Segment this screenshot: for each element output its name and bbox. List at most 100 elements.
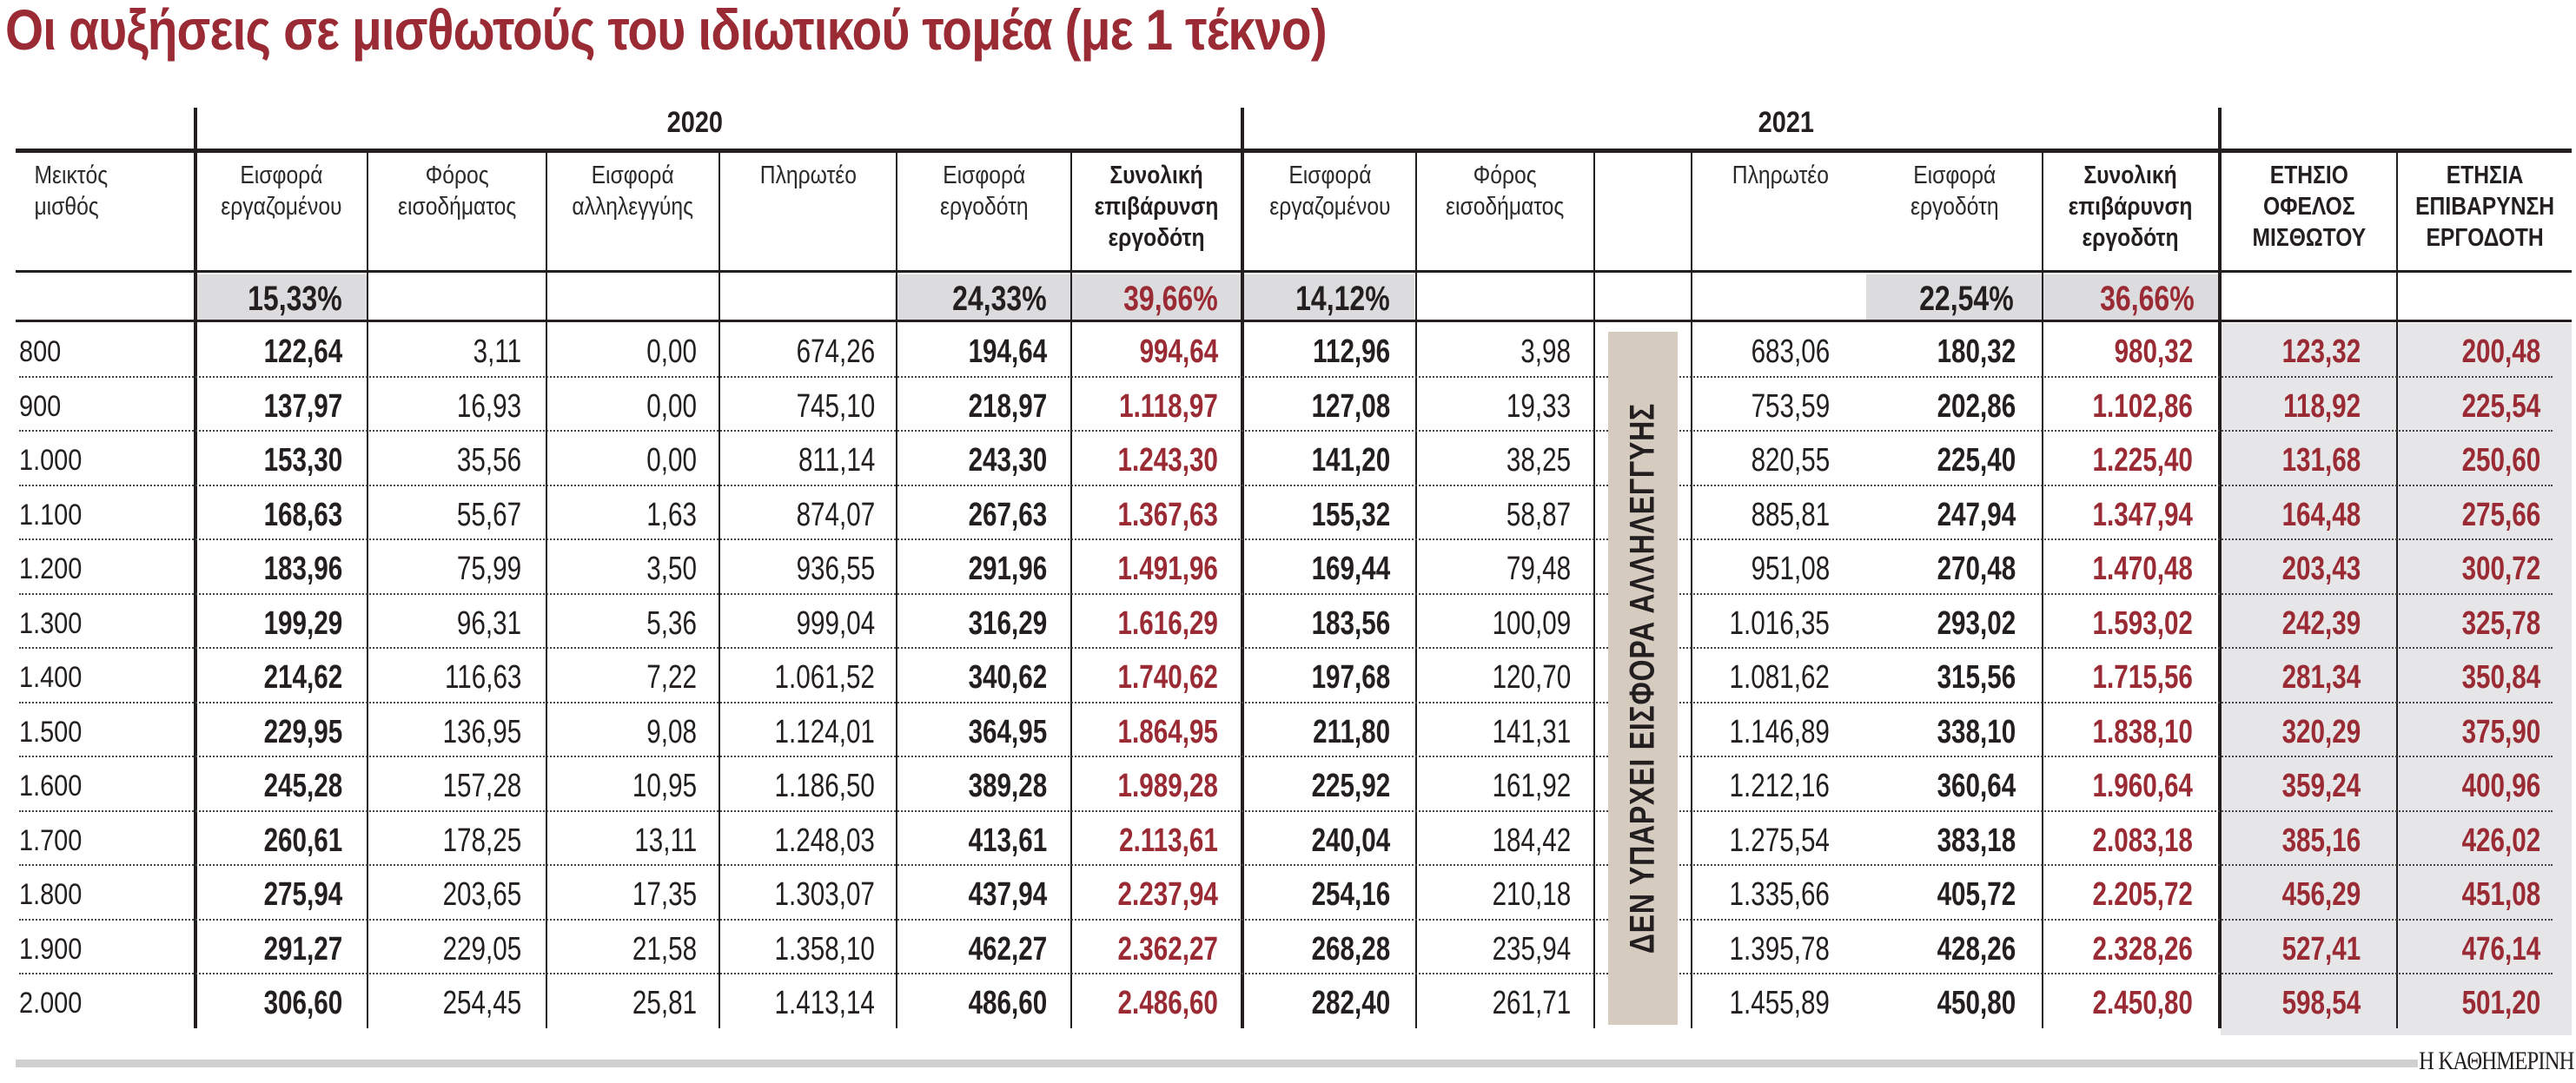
divider-summary [2218, 108, 2222, 1028]
cell-2020-income-tax: 254,45 [442, 985, 521, 1021]
cell-2021-total-cost: 1.470,48 [2092, 551, 2193, 587]
cell-2021-net: 1.081,62 [1729, 659, 1830, 696]
cell-2021-employee-contrib: 169,44 [1311, 551, 1390, 587]
rate-2021-employee: 14,12% [1295, 280, 1390, 318]
cell-2021-employer-contrib: 225,40 [1937, 442, 2016, 479]
cell-2021-total-cost: 1.715,56 [2092, 659, 2193, 696]
row-separator [19, 592, 2553, 595]
cell-annual-cost: 350,84 [2461, 659, 2540, 696]
header-2021-employer-contrib: Εισφορά εργοδότη [1910, 162, 1999, 221]
cell-2020-solidarity: 5,36 [646, 604, 697, 642]
cell-2020-employer-contrib: 267,63 [968, 496, 1047, 533]
cell-2020-employee-contrib: 168,63 [263, 496, 342, 533]
cell-annual-cost: 400,96 [2461, 768, 2540, 804]
divider [1415, 151, 1417, 1028]
cell-2021-net: 951,08 [1751, 551, 1830, 587]
cell-annual-benefit: 281,34 [2281, 659, 2361, 696]
cell-2020-employer-contrib: 340,62 [968, 659, 1047, 696]
cell-2020-total-cost: 1.367,63 [1117, 496, 1218, 533]
rate-2021-employer: 22,54% [1919, 280, 2014, 318]
rate-2020-employer: 24,33% [952, 280, 1047, 318]
cell-2021-employer-contrib: 202,86 [1937, 387, 2016, 425]
cell-2020-employee-contrib: 122,64 [263, 333, 342, 370]
cell-2020-employer-contrib: 194,64 [968, 333, 1047, 370]
cell-2020-solidarity: 9,08 [646, 713, 697, 750]
cell-2020-net: 999,04 [796, 604, 875, 642]
cell-2021-employer-contrib: 293,02 [1937, 604, 2016, 642]
row-separator [19, 918, 2553, 921]
row-separator [19, 430, 2553, 432]
cell-2020-income-tax: 157,28 [442, 768, 521, 804]
cell-gross-salary: 1.000 [19, 444, 83, 477]
cell-annual-cost: 501,20 [2461, 985, 2540, 1021]
cell-2021-income-tax: 3,98 [1520, 333, 1571, 370]
cell-annual-benefit: 131,68 [2281, 442, 2361, 479]
row-separator [19, 809, 2553, 812]
cell-2020-employer-contrib: 291,96 [968, 551, 1047, 587]
header-2020-net: Πληρωτέο [759, 162, 857, 189]
cell-annual-cost: 325,78 [2461, 604, 2540, 642]
row-separator [19, 375, 2553, 378]
cell-annual-benefit: 527,41 [2281, 930, 2361, 967]
cell-2021-net: 753,59 [1751, 387, 1830, 425]
cell-2020-solidarity: 0,00 [646, 333, 697, 370]
cell-2020-employer-contrib: 462,27 [968, 930, 1047, 967]
cell-2021-net: 885,81 [1751, 496, 1830, 533]
cell-2021-income-tax: 161,92 [1492, 768, 1571, 804]
cell-2021-total-cost: 1.347,94 [2092, 496, 2193, 533]
header-2020-solidarity: Εισφορά αλληλεγγύης [572, 162, 694, 221]
banner-text: ΔΕΝ ΥΠΑΡΧΕΙ ΕΙΣΦΟΡΑ ΑΛΛΗΛΕΓΓΥΗΣ [1623, 402, 1662, 954]
cell-2021-net: 1.016,35 [1729, 604, 1830, 642]
cell-gross-salary: 1.700 [19, 823, 83, 857]
footer-bar [16, 1060, 2418, 1067]
cell-2020-employee-contrib: 260,61 [263, 822, 342, 859]
cell-2021-employee-contrib: 225,92 [1311, 768, 1390, 804]
cell-2021-employer-contrib: 428,26 [1937, 930, 2016, 967]
table-row: 1.700 260,61 178,25 13,11 1.248,03 413,61 2.11… [0, 812, 2572, 866]
cell-2021-total-cost: 2.450,80 [2092, 985, 2193, 1021]
rate-fill-2021-employee [1244, 274, 1414, 320]
cell-2020-employee-contrib: 183,96 [263, 551, 342, 587]
cell-2021-employee-contrib: 268,28 [1311, 930, 1390, 967]
cell-2021-employee-contrib: 127,08 [1311, 387, 1390, 425]
cell-2021-income-tax: 58,87 [1506, 496, 1571, 533]
row-separator [19, 973, 2553, 974]
cell-2020-total-cost: 2.237,94 [1117, 876, 1218, 913]
cell-2021-total-cost: 1.593,02 [2092, 604, 2193, 642]
cell-2021-income-tax: 261,71 [1492, 985, 1571, 1021]
cell-2020-income-tax: 178,25 [442, 822, 521, 859]
table-row: 1.300 199,29 96,31 5,36 999,04 316,29 1.616,29… [0, 595, 2572, 649]
cell-2020-net: 1.303,07 [774, 876, 875, 913]
cell-2020-income-tax: 35,56 [456, 442, 521, 479]
row-separator [19, 701, 2553, 703]
cell-2020-employer-contrib: 486,60 [968, 985, 1047, 1021]
cell-2021-total-cost: 1.838,10 [2092, 713, 2193, 750]
table-row: 1.100 168,63 55,67 1,63 874,07 267,63 1.367,63… [0, 486, 2572, 540]
table-row: 900 137,97 16,93 0,00 745,10 218,97 1.118,97 12… [0, 378, 2572, 432]
cell-2020-solidarity: 21,58 [632, 930, 697, 967]
rate-fill-2020-employee [196, 274, 367, 320]
cell-2020-income-tax: 96,31 [456, 604, 521, 642]
header-2021-employee-contrib: Εισφορά εργαζομένου [1268, 162, 1391, 221]
cell-2020-employer-contrib: 316,29 [968, 604, 1047, 642]
cell-2020-solidarity: 3,50 [646, 551, 697, 587]
cell-2021-net: 1.335,66 [1729, 876, 1830, 913]
cell-2020-total-cost: 1.989,28 [1117, 768, 1218, 804]
cell-gross-salary: 1.800 [19, 878, 83, 911]
cell-2020-total-cost: 2.362,27 [1117, 930, 1218, 967]
cell-gross-salary: 800 [19, 335, 62, 368]
table-row: 1.800 275,94 203,65 17,35 1.303,07 437,94 2.23… [0, 866, 2572, 921]
header-2020-income-tax: Φόρος εισοδήματος [397, 162, 517, 221]
cell-2020-employer-contrib: 389,28 [968, 768, 1047, 804]
cell-annual-cost: 426,02 [2461, 822, 2540, 859]
cell-annual-benefit: 385,16 [2281, 822, 2361, 859]
cell-2020-income-tax: 16,93 [456, 387, 521, 425]
cell-2021-employer-contrib: 383,18 [1937, 822, 2016, 859]
header-2020-total-cost: Συνολική επιβάρυνση εργοδότη [1094, 162, 1219, 252]
cell-2021-employer-contrib: 360,64 [1937, 768, 2016, 804]
rates-bottom-rule [16, 320, 2572, 322]
cell-2021-employee-contrib: 197,68 [1311, 659, 1390, 696]
cell-2021-employee-contrib: 155,32 [1311, 496, 1390, 533]
divider [1593, 151, 1595, 1028]
cell-annual-cost: 476,14 [2461, 930, 2540, 967]
